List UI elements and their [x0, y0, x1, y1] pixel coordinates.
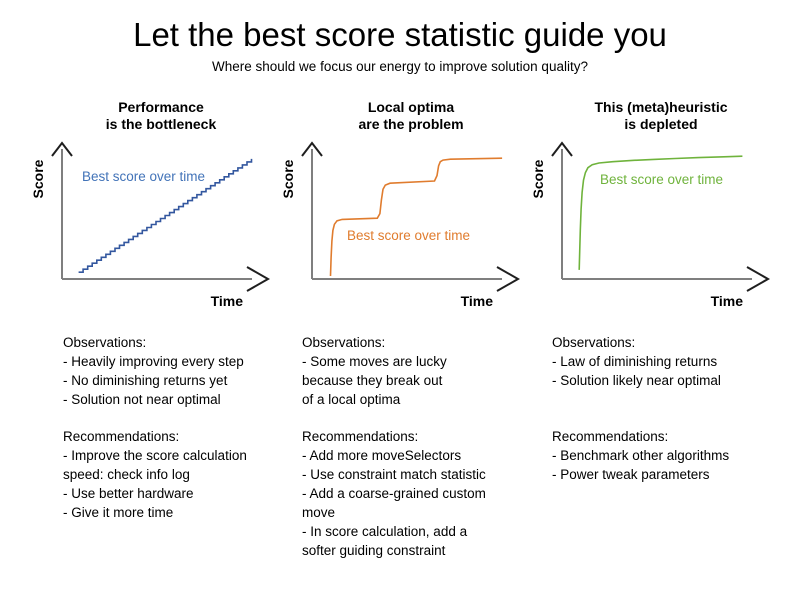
- y-axis-label: Score: [530, 159, 546, 198]
- x-axis-arrow-icon: [496, 266, 521, 292]
- y-axis-label: Score: [30, 159, 46, 198]
- chart-panels-row: Performance is the bottleneck Score Time…: [30, 99, 771, 315]
- recommendations-heading: Recommendations:: [552, 429, 669, 444]
- panel-title: Performance is the bottleneck: [30, 99, 280, 133]
- recommendations-block: Recommendations: - Add more moveSelector…: [302, 427, 516, 560]
- series-line: [329, 157, 503, 277]
- recommendations-heading: Recommendations:: [63, 429, 180, 444]
- bullet-line: - Law of diminishing returns: [552, 354, 718, 369]
- bullet-line: - Add a coarse-grained custom move: [302, 486, 486, 520]
- x-axis-label: Time: [711, 293, 744, 309]
- bullet-line: - Power tweak parameters: [552, 467, 710, 482]
- recommendations-list: - Add more moveSelectors - Use constraint…: [302, 446, 516, 560]
- bullet-line: - Some moves are lucky because they brea…: [302, 354, 447, 407]
- bullet-line: - No diminishing returns yet: [63, 373, 228, 388]
- observations-block: Observations: - Heavily improving every …: [63, 333, 274, 427]
- panel-title-line-2: is depleted: [624, 116, 698, 132]
- bullet-line: - Add more moveSelectors: [302, 448, 462, 463]
- x-axis-label: Time: [461, 293, 494, 309]
- series-line-group: [578, 155, 743, 270]
- page-subtitle: Where should we focus our energy to impr…: [212, 59, 588, 74]
- x-axis-label: Time: [211, 293, 244, 309]
- observations-list: - Heavily improving every step - No dimin…: [63, 352, 274, 409]
- bullet-line: - Solution not near optimal: [63, 392, 221, 407]
- observations-block: Observations: - Law of diminishing retur…: [552, 333, 774, 427]
- page-title: Let the best score statistic guide you: [133, 16, 667, 53]
- panel-title-line-1: Local optima: [367, 99, 455, 115]
- bullet-line: - In score calculation, add a softer gui…: [302, 524, 468, 558]
- series-label: Best score over time: [600, 172, 723, 187]
- panel-title: Local optima are the problem: [280, 99, 530, 133]
- y-axis-label: Score: [280, 159, 296, 198]
- series-line-group: [329, 157, 503, 277]
- bullet-line: - Use constraint match statistic: [302, 467, 486, 482]
- bullet-line: - Solution likely near optimal: [552, 373, 721, 388]
- bullet-line: - Benchmark other algorithms: [552, 448, 730, 463]
- panel-title-line-2: are the problem: [358, 116, 464, 132]
- recommendations-block: Recommendations: - Improve the score cal…: [63, 427, 274, 522]
- panel-local-optima: Local optima are the problem Score Time …: [280, 99, 530, 315]
- observations-heading: Observations:: [63, 335, 147, 350]
- panel-title-line-2: is the bottleneck: [105, 116, 217, 132]
- notes-row: Observations: - Heavily improving every …: [30, 333, 770, 560]
- panel-heuristic-depleted: This (meta)heuristic is depleted Score T…: [530, 99, 780, 315]
- recommendations-list: - Improve the score calculation speed: c…: [63, 446, 274, 522]
- x-axis-arrow-icon: [246, 266, 271, 292]
- y-axis-arrow-icon: [301, 141, 323, 157]
- panel-performance-bottleneck: Performance is the bottleneck Score Time…: [30, 99, 280, 315]
- observations-heading: Observations:: [302, 335, 386, 350]
- chart-local-optima: Score Time Best score over time: [280, 141, 521, 309]
- bullet-line: - Give it more time: [63, 505, 174, 520]
- series-line: [78, 158, 253, 273]
- recommendations-list: - Benchmark other algorithms - Power twea…: [552, 446, 774, 484]
- notes-column-depleted: Observations: - Law of diminishing retur…: [530, 333, 780, 560]
- panel-title-line-1: Performance: [118, 99, 204, 115]
- observations-list: - Some moves are lucky because they brea…: [302, 352, 516, 409]
- panel-title-line-1: This (meta)heuristic: [594, 99, 728, 115]
- notes-column-performance: Observations: - Heavily improving every …: [30, 333, 280, 560]
- y-axis-arrow-icon: [51, 141, 73, 157]
- recommendations-block: Recommendations: - Benchmark other algor…: [552, 427, 774, 484]
- chart-performance: Score Time Best score over time: [30, 141, 271, 309]
- series-label: Best score over time: [82, 169, 205, 184]
- observations-heading: Observations:: [552, 335, 636, 350]
- series-line-group: [78, 158, 253, 273]
- notes-column-local-optima: Observations: - Some moves are lucky bec…: [280, 333, 530, 560]
- chart-depleted: Score Time Best score over time: [530, 141, 771, 309]
- series-line: [578, 155, 743, 270]
- recommendations-heading: Recommendations:: [302, 429, 419, 444]
- observations-block: Observations: - Some moves are lucky bec…: [302, 333, 516, 427]
- series-label: Best score over time: [347, 228, 470, 243]
- bullet-line: - Use better hardware: [63, 486, 194, 501]
- y-axis-arrow-icon: [551, 141, 573, 157]
- bullet-line: - Heavily improving every step: [63, 354, 244, 369]
- x-axis-arrow-icon: [746, 266, 771, 292]
- bullet-line: - Improve the score calculation speed: c…: [63, 448, 247, 482]
- observations-list: - Law of diminishing returns - Solution l…: [552, 352, 774, 390]
- panel-title: This (meta)heuristic is depleted: [530, 99, 780, 133]
